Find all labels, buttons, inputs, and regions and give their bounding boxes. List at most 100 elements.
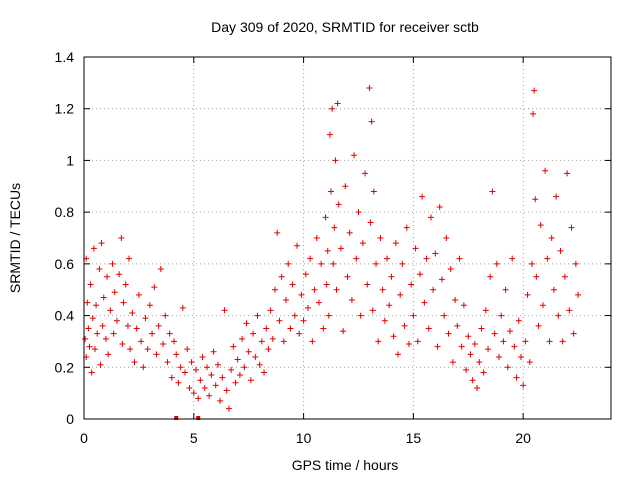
data-point xyxy=(210,348,217,355)
data-point xyxy=(456,255,463,262)
data-point xyxy=(107,307,114,314)
data-point xyxy=(190,390,197,397)
data-point xyxy=(369,307,376,314)
data-point xyxy=(367,219,374,226)
data-point xyxy=(267,307,274,314)
data-point xyxy=(109,260,116,267)
data-point xyxy=(151,284,158,291)
x-tick-label: 10 xyxy=(296,430,312,446)
data-point xyxy=(564,170,571,177)
data-point xyxy=(452,297,459,304)
data-point xyxy=(311,286,318,293)
data-point xyxy=(537,222,544,229)
data-point xyxy=(258,338,265,345)
data-point xyxy=(496,353,503,360)
data-point xyxy=(298,291,305,298)
data-point xyxy=(575,291,582,298)
data-point xyxy=(219,374,226,381)
data-point xyxy=(247,377,254,384)
data-point xyxy=(232,379,239,386)
data-point xyxy=(478,325,485,332)
data-point xyxy=(304,304,311,311)
data-point xyxy=(230,343,237,350)
plot-frame xyxy=(83,56,612,420)
data-point xyxy=(278,273,285,280)
data-point xyxy=(465,333,472,340)
data-point xyxy=(410,312,417,319)
data-point xyxy=(122,281,129,288)
gap-marker xyxy=(196,416,201,420)
data-point xyxy=(381,317,388,324)
data-point xyxy=(330,260,337,267)
data-point xyxy=(302,271,309,278)
data-point xyxy=(313,235,320,241)
data-point xyxy=(515,317,522,324)
data-point xyxy=(110,330,117,337)
data-point xyxy=(179,304,186,311)
data-point xyxy=(129,309,136,316)
data-point xyxy=(192,366,199,373)
data-point xyxy=(570,330,577,337)
data-point xyxy=(443,235,450,241)
data-point xyxy=(471,341,478,348)
data-point xyxy=(89,315,96,322)
data-point xyxy=(498,312,505,319)
data-point xyxy=(171,338,178,345)
data-point xyxy=(99,322,106,329)
data-point xyxy=(318,260,325,267)
data-point xyxy=(557,247,564,254)
data-point xyxy=(390,333,397,340)
data-point xyxy=(91,346,98,353)
y-tick-label: 0.4 xyxy=(55,308,75,324)
data-point xyxy=(332,157,339,164)
data-point xyxy=(323,281,330,288)
data-point xyxy=(153,351,160,358)
data-point xyxy=(287,325,294,332)
data-point xyxy=(408,281,415,288)
data-point xyxy=(241,364,248,371)
data-point xyxy=(441,312,448,319)
data-point xyxy=(351,152,358,159)
data-point xyxy=(149,330,156,337)
data-point xyxy=(412,245,419,252)
data-point xyxy=(548,235,555,241)
data-point xyxy=(399,260,406,267)
data-point xyxy=(223,387,230,394)
data-point xyxy=(454,322,461,329)
data-point xyxy=(480,369,487,376)
data-point xyxy=(502,286,509,293)
data-point xyxy=(517,353,524,360)
data-point xyxy=(269,335,276,342)
grid-layer xyxy=(84,57,611,419)
data-point xyxy=(236,372,243,379)
data-point xyxy=(87,281,94,288)
data-point xyxy=(392,240,399,247)
data-point xyxy=(182,369,189,376)
data-point xyxy=(340,328,347,335)
x-tick-label: 20 xyxy=(515,430,531,446)
data-point xyxy=(84,299,91,306)
gap-marker xyxy=(174,416,179,420)
data-point xyxy=(368,118,375,125)
data-point xyxy=(531,87,538,94)
data-point xyxy=(133,325,140,332)
data-point xyxy=(320,325,327,332)
data-point xyxy=(328,188,335,195)
data-point xyxy=(430,286,437,293)
data-point xyxy=(93,302,100,309)
data-point xyxy=(201,384,208,391)
data-point xyxy=(355,209,362,216)
data-point xyxy=(405,341,412,348)
data-point xyxy=(217,397,224,404)
data-point xyxy=(254,312,261,319)
data-point xyxy=(116,271,123,278)
data-point xyxy=(324,247,331,254)
data-point xyxy=(526,359,533,366)
data-point xyxy=(403,224,410,231)
data-point xyxy=(546,338,553,345)
data-point xyxy=(423,255,430,262)
data-point xyxy=(88,369,95,376)
data-point xyxy=(155,322,162,329)
data-point xyxy=(377,235,384,241)
data-point xyxy=(346,229,353,236)
